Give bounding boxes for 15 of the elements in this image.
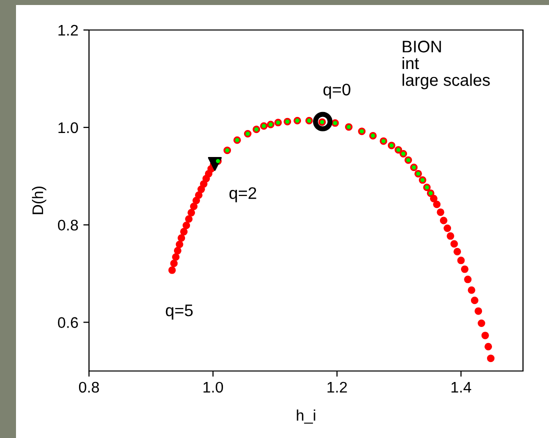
annotation: q=5 [166, 304, 193, 320]
x-tick-label: 1.2 [328, 382, 347, 392]
annotation: q=2 [229, 187, 256, 202]
annotation: BION int large scales [402, 40, 490, 90]
x-tick-label: 1.0 [204, 382, 224, 393]
x-tick-label: 1.4 [452, 382, 472, 392]
x-axis-title: h_i [296, 410, 316, 424]
y-axis-title: D(h) [32, 186, 46, 214]
y-tick-label: 0.6 [58, 317, 78, 328]
annotation: q=0 [323, 84, 350, 99]
y-tick-label: 0.8 [58, 220, 78, 231]
point [313, 112, 332, 132]
x-tick-label: 0.8 [78, 382, 99, 393]
y-tick-label: 1.2 [58, 24, 78, 36]
y-tick-label: 1.0 [58, 122, 78, 134]
